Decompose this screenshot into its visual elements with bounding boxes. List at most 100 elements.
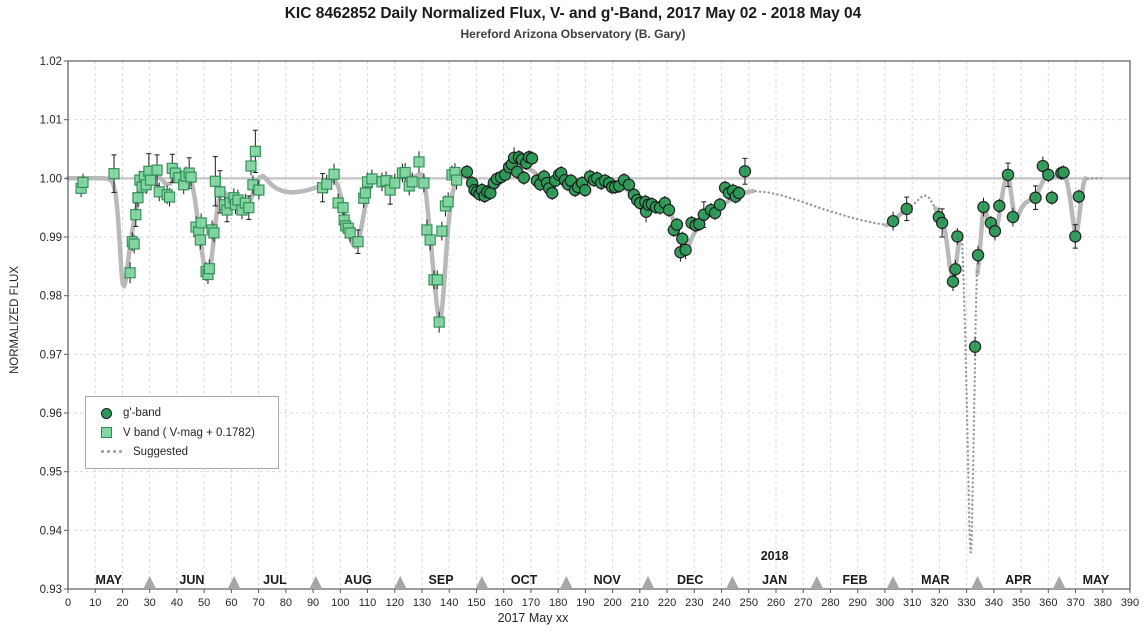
x-axis-title: 2017 May xx bbox=[497, 611, 569, 625]
data-point-vband bbox=[203, 263, 215, 275]
month-label: JAN bbox=[762, 573, 787, 587]
vband-marker-icon bbox=[101, 427, 112, 438]
y-tick-label: 1.02 bbox=[40, 56, 62, 68]
x-tick-label: 120 bbox=[386, 597, 404, 609]
data-point-gband bbox=[662, 203, 676, 217]
month-triangle bbox=[559, 576, 573, 589]
x-tick-label: 60 bbox=[225, 597, 237, 609]
legend-item-gband: g'-band bbox=[101, 407, 274, 419]
data-point-gband bbox=[935, 216, 949, 230]
data-point-gband bbox=[1036, 159, 1050, 173]
plot-border bbox=[67, 60, 1131, 590]
suggested-line bbox=[960, 238, 979, 554]
data-point-vband bbox=[209, 175, 221, 187]
y-tick-label: 0.94 bbox=[40, 525, 63, 537]
x-tick-label: 40 bbox=[171, 597, 183, 609]
x-tick-label: 20 bbox=[116, 597, 128, 609]
data-point-gband bbox=[670, 218, 684, 231]
data-point-vband bbox=[245, 160, 257, 172]
data-point-gband bbox=[460, 165, 474, 179]
data-point-vband bbox=[208, 227, 220, 239]
legend: g'-band V band ( V-mag + 0.1782) Suggest… bbox=[85, 396, 279, 469]
y-tick-label: 0.96 bbox=[40, 408, 62, 420]
data-point-gband bbox=[977, 200, 990, 214]
legend-item-suggested: Suggested bbox=[101, 446, 274, 458]
x-tick-label: 240 bbox=[712, 597, 730, 609]
data-point-gband bbox=[1057, 166, 1070, 179]
legend-label: g'-band bbox=[123, 407, 162, 420]
data-point-vband bbox=[124, 267, 136, 279]
data-point-gband bbox=[545, 186, 559, 200]
data-point-gband bbox=[578, 183, 592, 197]
data-point-vband bbox=[366, 173, 378, 185]
data-point-gband bbox=[622, 178, 636, 191]
y-tick-label: 0.97 bbox=[40, 349, 62, 361]
data-point-gband bbox=[1072, 190, 1086, 203]
x-tick-label: 380 bbox=[1094, 597, 1112, 609]
x-tick-label: 80 bbox=[280, 597, 292, 609]
x-tick-label: 50 bbox=[198, 597, 210, 609]
data-point-gband bbox=[1069, 230, 1082, 243]
month-triangle bbox=[641, 576, 655, 589]
data-point-vband bbox=[163, 191, 176, 203]
month-label: DEC bbox=[677, 573, 703, 587]
data-point-vband bbox=[185, 171, 197, 183]
x-tick-label: 210 bbox=[631, 597, 649, 609]
data-point-vband bbox=[433, 316, 445, 328]
month-triangle bbox=[143, 576, 157, 589]
data-point-vband bbox=[144, 174, 157, 186]
data-point-vband bbox=[413, 156, 425, 168]
data-point-gband bbox=[676, 232, 689, 245]
x-tick-label: 90 bbox=[307, 597, 319, 609]
data-point-gband bbox=[1006, 210, 1020, 224]
data-point-vband bbox=[359, 187, 371, 199]
data-point-vband bbox=[406, 176, 418, 188]
x-tick-label: 140 bbox=[440, 597, 458, 609]
data-point-gband bbox=[1029, 191, 1042, 204]
data-point-vband bbox=[77, 176, 89, 189]
data-point-vband bbox=[352, 236, 364, 248]
x-tick-label: 160 bbox=[495, 597, 513, 609]
suggested-line bbox=[910, 194, 936, 209]
x-tick-label: 30 bbox=[144, 597, 156, 609]
data-point-vband bbox=[214, 186, 226, 198]
x-tick-label: 390 bbox=[1121, 597, 1139, 609]
month-label: NOV bbox=[594, 573, 622, 587]
x-tick-label: 110 bbox=[359, 597, 377, 609]
month-label: APR bbox=[1005, 573, 1031, 587]
data-point-vband bbox=[128, 238, 140, 250]
month-label: MAY bbox=[1083, 573, 1110, 587]
data-point-gband bbox=[713, 198, 727, 211]
legend-item-vband: V band ( V-mag + 0.1782) bbox=[101, 427, 274, 439]
gband-marker-icon bbox=[101, 407, 112, 419]
data-point-gband bbox=[900, 202, 913, 216]
suggested-line bbox=[754, 190, 887, 226]
chart-subtitle: Hereford Arizona Observatory (B. Gary) bbox=[460, 27, 686, 41]
data-point-vband bbox=[442, 196, 454, 208]
data-point-gband bbox=[1045, 191, 1059, 204]
month-triangle bbox=[309, 576, 323, 589]
x-tick-label: 10 bbox=[89, 597, 101, 609]
legend-label: Suggested bbox=[133, 445, 188, 458]
x-tick-label: 70 bbox=[252, 597, 264, 609]
data-point-gband bbox=[1042, 168, 1055, 182]
data-point-gband bbox=[993, 199, 1006, 213]
data-point-gband bbox=[946, 275, 960, 288]
x-tick-label: 250 bbox=[740, 597, 758, 609]
month-triangle bbox=[227, 576, 241, 589]
year-label: 2018 bbox=[761, 549, 789, 563]
x-tick-label: 150 bbox=[467, 597, 485, 609]
data-point-vband bbox=[151, 164, 163, 176]
data-point-gband bbox=[886, 214, 900, 228]
data-point-vband bbox=[243, 202, 255, 214]
x-tick-label: 230 bbox=[685, 597, 703, 609]
x-tick-label: 270 bbox=[794, 597, 812, 609]
month-label: OCT bbox=[511, 573, 538, 587]
month-triangle bbox=[475, 576, 489, 589]
x-tick-label: 300 bbox=[876, 597, 894, 609]
month-triangle bbox=[725, 576, 739, 589]
x-tick-label: 220 bbox=[658, 597, 676, 609]
data-point-gband bbox=[732, 186, 746, 200]
x-tick-label: 190 bbox=[576, 597, 594, 609]
